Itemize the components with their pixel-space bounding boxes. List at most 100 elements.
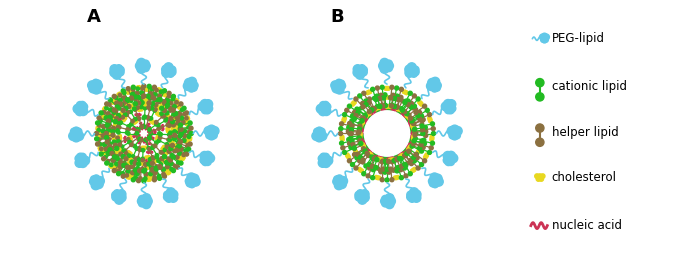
Circle shape xyxy=(430,135,433,138)
Circle shape xyxy=(377,104,382,108)
Circle shape xyxy=(159,88,161,91)
Circle shape xyxy=(413,138,415,140)
Circle shape xyxy=(433,174,442,183)
Circle shape xyxy=(366,92,369,95)
Circle shape xyxy=(176,101,178,104)
Circle shape xyxy=(374,110,376,112)
Circle shape xyxy=(158,126,162,129)
Circle shape xyxy=(186,117,188,120)
Circle shape xyxy=(134,122,136,124)
Circle shape xyxy=(98,135,100,137)
Circle shape xyxy=(406,92,408,95)
Circle shape xyxy=(186,147,190,151)
Circle shape xyxy=(378,158,382,162)
Circle shape xyxy=(171,140,173,143)
Circle shape xyxy=(377,111,382,116)
Circle shape xyxy=(386,105,389,107)
Text: cationic lipid: cationic lipid xyxy=(552,80,627,93)
Circle shape xyxy=(358,167,361,170)
Circle shape xyxy=(185,116,188,120)
Circle shape xyxy=(312,132,321,140)
Circle shape xyxy=(360,66,367,73)
Circle shape xyxy=(166,104,169,107)
Circle shape xyxy=(399,107,403,110)
Circle shape xyxy=(127,125,130,128)
Circle shape xyxy=(116,131,120,134)
Circle shape xyxy=(356,150,358,152)
Circle shape xyxy=(445,107,452,114)
Circle shape xyxy=(383,152,388,158)
Circle shape xyxy=(150,175,152,178)
Circle shape xyxy=(398,167,400,169)
Circle shape xyxy=(153,171,157,175)
Circle shape xyxy=(379,93,383,97)
Circle shape xyxy=(134,157,138,160)
Circle shape xyxy=(412,170,414,172)
Circle shape xyxy=(153,109,156,112)
Circle shape xyxy=(358,133,361,135)
Circle shape xyxy=(394,107,396,109)
Circle shape xyxy=(149,97,152,100)
Circle shape xyxy=(182,138,186,142)
Circle shape xyxy=(412,142,416,145)
Circle shape xyxy=(388,158,390,160)
Circle shape xyxy=(128,166,132,169)
Circle shape xyxy=(89,84,98,93)
Circle shape xyxy=(164,93,166,96)
Circle shape xyxy=(410,120,414,124)
Circle shape xyxy=(412,133,414,135)
Circle shape xyxy=(370,152,373,155)
Circle shape xyxy=(136,156,140,160)
Circle shape xyxy=(125,165,129,169)
Circle shape xyxy=(419,101,422,103)
Circle shape xyxy=(147,105,150,109)
Circle shape xyxy=(99,111,103,115)
Circle shape xyxy=(166,127,169,129)
Circle shape xyxy=(145,166,147,168)
Circle shape xyxy=(114,167,116,169)
Circle shape xyxy=(124,106,128,110)
Circle shape xyxy=(350,139,354,143)
Circle shape xyxy=(176,127,178,129)
Circle shape xyxy=(432,180,438,188)
Circle shape xyxy=(412,135,414,137)
Circle shape xyxy=(373,165,375,167)
Circle shape xyxy=(140,161,142,163)
Circle shape xyxy=(179,147,184,151)
Circle shape xyxy=(447,158,454,166)
Circle shape xyxy=(123,149,127,152)
Circle shape xyxy=(130,138,132,140)
Circle shape xyxy=(158,165,162,168)
Circle shape xyxy=(349,128,353,132)
Circle shape xyxy=(410,119,414,123)
Circle shape xyxy=(425,156,427,158)
Circle shape xyxy=(148,177,150,179)
Circle shape xyxy=(129,163,132,166)
Circle shape xyxy=(364,104,366,107)
Circle shape xyxy=(386,109,391,115)
Circle shape xyxy=(136,86,139,88)
Circle shape xyxy=(158,113,160,115)
Circle shape xyxy=(360,132,362,135)
Circle shape xyxy=(159,90,162,92)
Circle shape xyxy=(395,94,399,98)
Circle shape xyxy=(377,107,379,109)
Circle shape xyxy=(338,180,347,189)
Circle shape xyxy=(429,120,431,123)
Circle shape xyxy=(409,104,411,106)
Circle shape xyxy=(358,94,362,98)
Circle shape xyxy=(414,152,418,156)
Circle shape xyxy=(75,158,84,167)
Circle shape xyxy=(117,95,119,97)
Circle shape xyxy=(169,68,176,76)
Circle shape xyxy=(390,85,394,89)
Circle shape xyxy=(169,107,172,110)
Circle shape xyxy=(374,166,376,168)
Circle shape xyxy=(153,144,157,148)
Circle shape xyxy=(321,159,330,167)
Circle shape xyxy=(419,114,423,118)
Circle shape xyxy=(385,160,389,164)
Circle shape xyxy=(167,70,174,77)
Circle shape xyxy=(419,149,423,153)
Circle shape xyxy=(351,163,355,167)
